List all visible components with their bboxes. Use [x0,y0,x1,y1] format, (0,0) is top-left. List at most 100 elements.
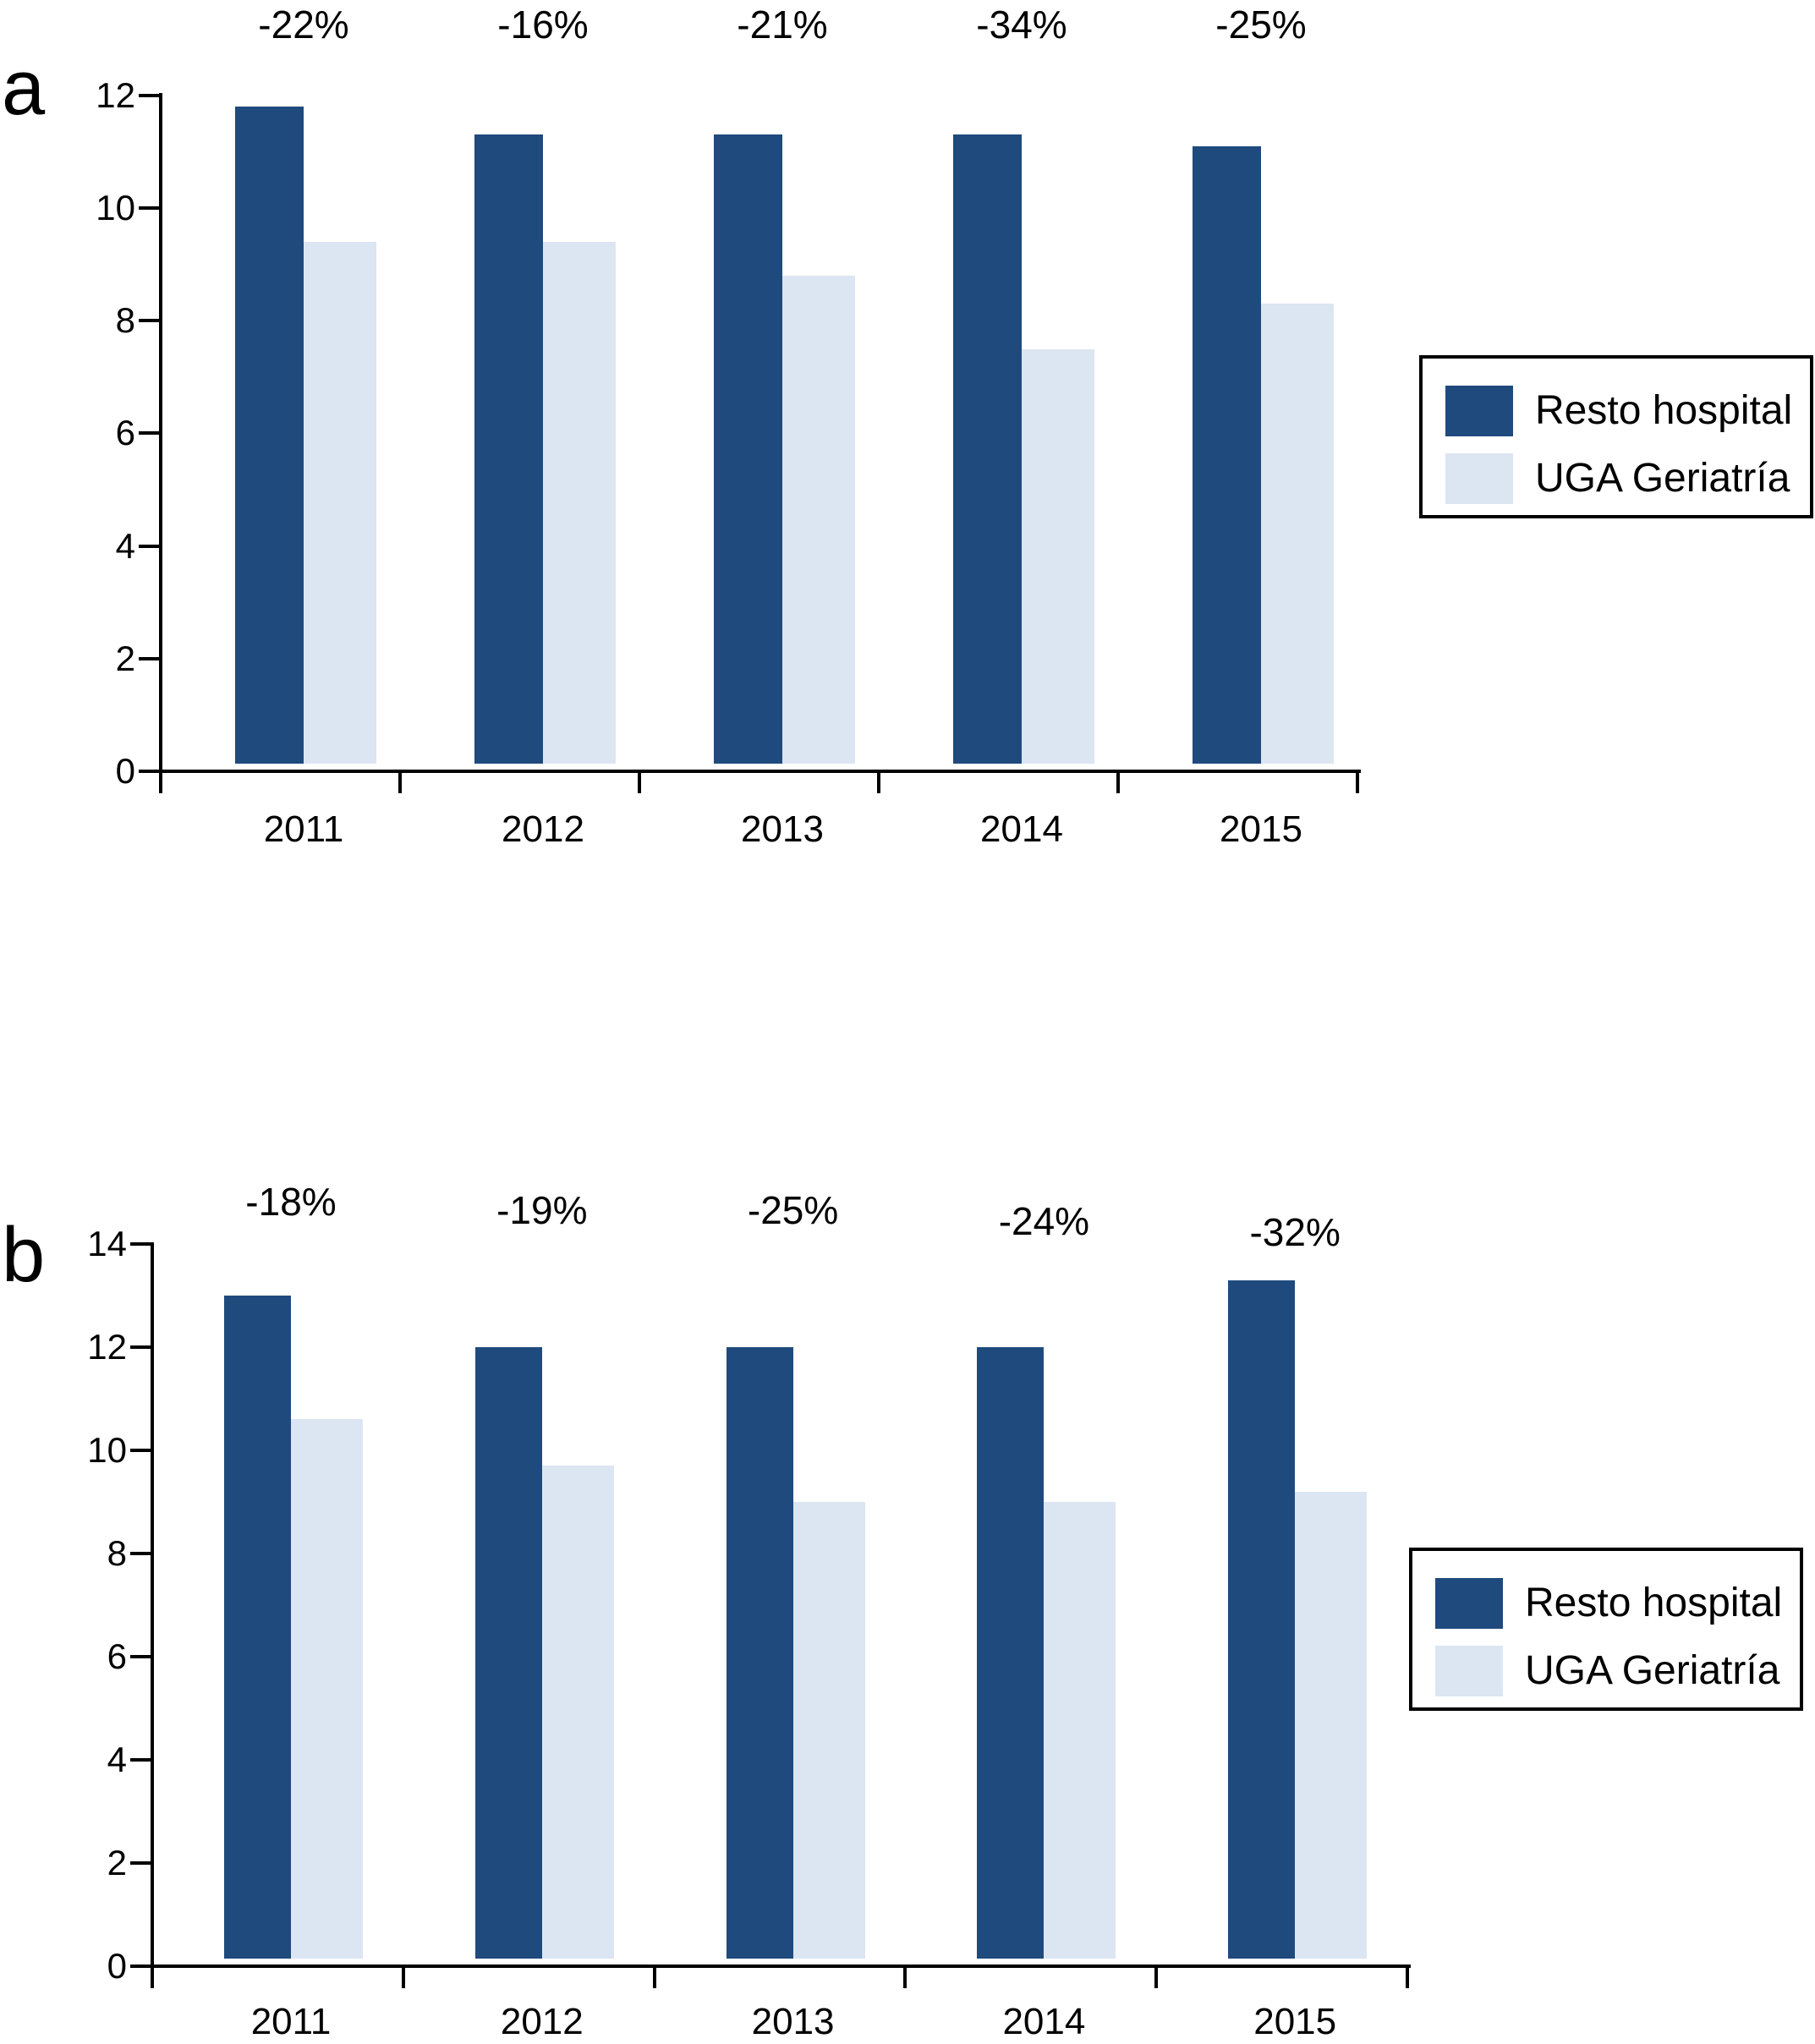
x-category-label-2011: 2011 [250,2001,332,2042]
y-tick-mark [139,431,161,436]
bar-resto-2012 [474,1347,542,1959]
uga-geriatria-label: UGA Geriatría [1535,456,1790,501]
bar-uga-2014 [1044,1502,1116,1959]
x-category-label-2014: 2014 [1002,2001,1086,2042]
y-tick-mark [139,544,161,548]
uga-geriatria-swatch [1435,1646,1503,1696]
y-axis-line [159,93,162,793]
x-category-label-2012: 2012 [502,808,584,850]
pct-annotation-2013: -25% [747,1188,839,1232]
x-category-label-2014: 2014 [980,808,1063,850]
panel-b-label: b [2,1212,46,1298]
x-tick-mark [401,1966,405,1988]
x-axis-line [159,770,1361,773]
bar-resto-2012 [474,134,543,764]
y-tick-mark [130,1449,152,1452]
y-tick-mark [139,319,161,323]
pct-annotation-2011: -18% [245,1180,337,1224]
pct-annotation-2013: -21% [737,3,828,47]
y-tick-mark [130,1965,152,1968]
panel-a-label: a [2,45,46,131]
y-tick-label: 6 [107,1636,127,1676]
x-category-label-2013: 2013 [751,2001,835,2042]
y-tick-mark [139,656,161,660]
pct-annotation-2012: -16% [497,3,589,47]
bar-uga-2012 [543,241,616,764]
y-tick-label: 4 [115,525,135,566]
y-tick-mark [130,1242,152,1246]
bar-uga-2015 [1295,1491,1368,1959]
x-tick-mark [1116,771,1120,793]
legend-b-row-resto: Resto hospital [1435,1578,1782,1629]
y-tick-label: 8 [107,1533,127,1573]
x-axis-line [151,1965,1411,1968]
pct-annotation-2012: -19% [496,1188,588,1232]
x-tick-mark [1154,1966,1159,1988]
y-tick-mark [130,1552,152,1555]
bar-uga-2011 [304,241,376,764]
y-tick-label: 12 [87,1327,127,1367]
resto-hospital-label: Resto hospital [1535,388,1793,433]
x-category-label-2012: 2012 [500,2001,584,2042]
bar-resto-2013 [714,134,782,764]
x-tick-mark [398,771,402,793]
bar-resto-2015 [1193,145,1261,764]
y-tick-label: 6 [115,413,135,453]
x-tick-mark [652,1966,656,1988]
uga-geriatria-label: UGA Geriatría [1525,1648,1780,1693]
pct-annotation-2014: -24% [998,1199,1090,1243]
y-tick-mark [130,1861,152,1865]
x-category-label-2015: 2015 [1220,808,1302,850]
legend-a-row-uga: UGA Geriatría [1445,453,1790,504]
x-tick-mark [1406,1966,1409,1988]
y-tick-label: 0 [115,751,135,791]
resto-hospital-swatch [1435,1578,1503,1629]
x-tick-mark [638,771,641,793]
y-tick-label: 8 [115,300,135,341]
pct-annotation-2015: -25% [1215,3,1307,47]
y-tick-label: 4 [107,1740,127,1779]
y-tick-label: 0 [107,1946,127,1986]
x-category-label-2011: 2011 [263,808,344,850]
resto-hospital-swatch [1445,386,1513,436]
bar-resto-2014 [953,134,1022,764]
bar-uga-2013 [792,1502,865,1959]
bar-uga-2012 [541,1466,614,1959]
legend-a: Resto hospital UGA Geriatría [1419,355,1813,518]
x-tick-mark [877,771,880,793]
bar-uga-2013 [782,275,855,764]
legend-b-row-uga: UGA Geriatría [1435,1646,1779,1696]
legend-a-row-resto: Resto hospital [1445,386,1792,436]
bar-uga-2011 [291,1419,363,1959]
y-tick-mark [130,1758,152,1762]
bar-uga-2015 [1261,304,1334,764]
x-category-label-2015: 2015 [1253,2001,1337,2042]
bar-resto-2013 [726,1347,793,1959]
y-tick-mark [139,206,161,210]
y-tick-label: 10 [87,1430,127,1470]
uga-geriatria-swatch [1445,453,1513,504]
resto-hospital-label: Resto hospital [1525,1581,1783,1625]
y-tick-label: 12 [96,74,135,115]
y-tick-label: 2 [107,1843,127,1882]
y-tick-mark [139,770,161,773]
y-tick-label: 2 [115,638,135,678]
bar-resto-2011 [224,1296,291,1959]
x-category-label-2013: 2013 [741,808,824,850]
bar-resto-2014 [977,1347,1045,1959]
x-tick-mark [1356,771,1359,793]
x-tick-mark [903,1966,908,1988]
y-axis-line [151,1242,154,1988]
y-tick-mark [130,1345,152,1349]
bar-resto-2015 [1228,1280,1296,1959]
y-tick-label: 10 [96,188,135,227]
y-tick-label: 14 [87,1224,127,1263]
pct-annotation-2014: -34% [976,3,1067,47]
pct-annotation-2015: -32% [1249,1210,1341,1254]
y-tick-mark [130,1655,152,1658]
legend-b: Resto hospital UGA Geriatría [1409,1548,1803,1711]
pct-annotation-2011: -22% [258,3,349,47]
y-tick-mark [139,93,161,97]
bar-resto-2011 [235,107,304,764]
